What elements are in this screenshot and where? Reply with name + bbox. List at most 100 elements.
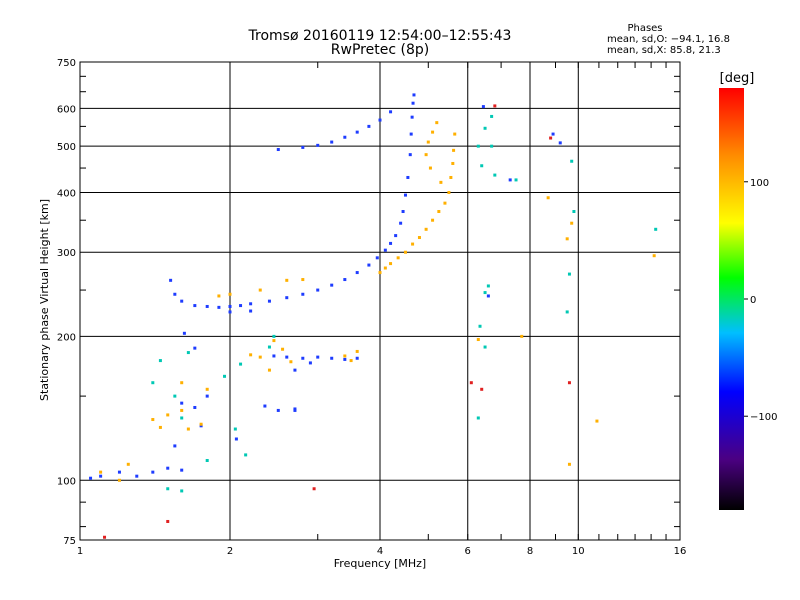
data-point	[408, 153, 412, 157]
data-point	[293, 407, 297, 411]
data-point	[158, 359, 162, 363]
data-point	[173, 444, 177, 448]
data-point	[570, 159, 574, 163]
x-axis-label: Frequency [MHz]	[334, 557, 426, 570]
data-point	[228, 310, 232, 314]
data-point	[486, 294, 490, 298]
data-point	[276, 408, 280, 412]
data-point	[343, 357, 347, 361]
data-point	[281, 347, 285, 351]
data-point	[409, 132, 413, 136]
y-tick-label: 600	[57, 104, 76, 115]
data-point	[301, 292, 305, 296]
data-point	[411, 101, 415, 105]
data-point	[173, 292, 177, 296]
data-point	[486, 284, 490, 288]
data-point	[389, 262, 393, 266]
legend-line-x: mean, sd,X: 85.8, 21.3	[607, 45, 721, 56]
legend-line-o: mean, sd,O: −94.1, 16.8	[607, 34, 730, 45]
data-point	[308, 361, 312, 365]
data-point	[490, 114, 494, 118]
data-point	[424, 227, 428, 231]
data-point	[452, 148, 456, 152]
data-point	[520, 334, 524, 338]
data-point	[244, 453, 248, 457]
data-point	[193, 346, 197, 350]
data-point	[367, 124, 371, 128]
data-point	[483, 345, 487, 349]
data-point	[205, 394, 209, 398]
x-tick-label: 2	[227, 546, 233, 557]
data-point	[166, 466, 170, 470]
data-point	[595, 419, 599, 423]
x-axis-ticks: 1 2 4 6 8 10 16	[77, 62, 686, 557]
data-point	[412, 93, 416, 97]
y-tick-label: 500	[57, 142, 76, 153]
data-point	[567, 272, 571, 276]
data-point	[186, 351, 190, 355]
data-point	[401, 210, 405, 214]
grid-lines	[80, 62, 680, 540]
data-point	[355, 130, 359, 134]
data-point	[301, 356, 305, 360]
data-point	[355, 271, 359, 275]
data-point	[435, 121, 439, 125]
data-point	[558, 141, 562, 145]
data-point	[166, 487, 170, 491]
data-point	[166, 519, 170, 523]
data-point	[389, 241, 393, 245]
data-point	[383, 248, 387, 252]
data-point	[239, 362, 243, 366]
data-point	[654, 227, 658, 231]
data-point	[267, 368, 271, 372]
data-point	[267, 345, 271, 349]
data-point	[205, 387, 209, 391]
data-point	[316, 355, 320, 359]
data-point	[367, 263, 371, 267]
data-point	[158, 425, 162, 429]
colorbar-label: [deg]	[720, 71, 755, 86]
data-point	[263, 404, 267, 408]
data-point	[330, 356, 334, 360]
x-tick-label: 8	[527, 546, 533, 557]
data-point	[169, 278, 173, 282]
data-point	[480, 387, 484, 391]
data-point	[258, 355, 262, 359]
data-point	[476, 416, 480, 420]
series-outliers	[103, 104, 571, 539]
data-point	[410, 115, 414, 119]
data-point	[276, 148, 280, 152]
x-tick-label: 1	[77, 546, 83, 557]
data-point	[476, 338, 480, 342]
data-point	[447, 190, 451, 194]
data-point	[476, 144, 480, 148]
series-x-mode-trace	[99, 121, 656, 482]
data-point	[135, 474, 139, 478]
data-point	[355, 349, 359, 353]
colorbar	[719, 88, 744, 510]
data-point	[117, 478, 121, 482]
data-point	[449, 175, 453, 179]
data-point	[394, 234, 398, 238]
y-tick-label: 200	[57, 332, 76, 343]
data-point	[180, 299, 184, 303]
data-point	[186, 427, 190, 431]
data-point	[567, 381, 571, 385]
data-point	[289, 360, 293, 364]
y-axis-ticks: 75 100 200 300 400 500 600 750	[57, 58, 680, 547]
data-point	[151, 418, 155, 422]
data-point	[233, 427, 237, 431]
y-tick-label: 400	[57, 188, 76, 199]
data-point	[217, 305, 221, 309]
data-point	[180, 408, 184, 412]
data-point	[312, 487, 316, 491]
data-point	[349, 359, 353, 363]
data-point	[151, 470, 155, 474]
data-point	[193, 304, 197, 308]
data-point	[480, 164, 484, 168]
data-point	[205, 458, 209, 462]
x-tick-label: 10	[572, 546, 585, 557]
data-point	[493, 104, 497, 108]
data-point	[316, 288, 320, 292]
